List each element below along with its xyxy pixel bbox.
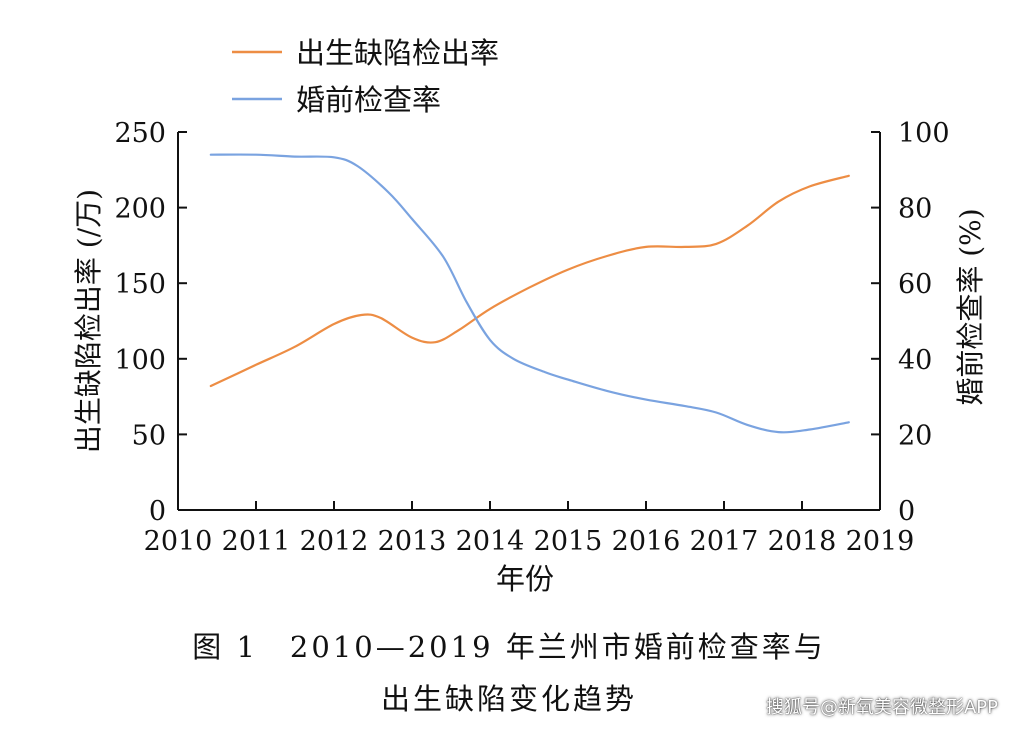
series-line-1 — [209, 174, 850, 388]
right-y-tick-label: 100 — [898, 118, 950, 149]
right-y-tick-label: 60 — [898, 269, 932, 300]
figure-caption-line-2: 出生缺陷变化趋势 — [380, 682, 637, 716]
right-y-axis-title: 婚前检查率 (%) — [954, 208, 987, 405]
series-layer — [209, 153, 850, 434]
left-y-tick-label: 0 — [149, 496, 166, 527]
legend-label-1: 出生缺陷检出率 — [296, 36, 499, 70]
right-y-tick-label: 20 — [898, 420, 932, 451]
right-y-tick-label: 0 — [898, 496, 915, 527]
right-y-tick-label: 40 — [898, 345, 932, 376]
x-tick-label: 2015 — [534, 526, 603, 557]
left-y-tick-label: 250 — [114, 118, 166, 149]
x-tick-label: 2012 — [300, 526, 369, 557]
axes-layer: 2010 2011 2012 2013 2014 2015 2016 2017 2018 2019… — [72, 118, 987, 596]
right-y-tick-label: 80 — [898, 194, 932, 225]
x-tick-label: 2013 — [378, 526, 447, 557]
watermark: 搜狐号@新氧美容微整形APP — [765, 697, 998, 718]
x-tick-label: 2014 — [456, 526, 525, 557]
series-line-2 — [209, 153, 850, 434]
x-tick-label: 2017 — [690, 526, 759, 557]
legend-label-2: 婚前检查率 — [296, 83, 441, 117]
left-y-tick-label: 100 — [114, 345, 166, 376]
x-tick-label: 2018 — [768, 526, 837, 557]
x-tick-label: 2019 — [846, 526, 915, 557]
x-tick-label: 2010 — [144, 526, 213, 557]
x-axis-title: 年份 — [496, 562, 554, 596]
left-y-axis-title: 出生缺陷检出率 (/万) — [72, 189, 105, 453]
left-y-tick-label: 200 — [114, 194, 166, 225]
x-tick-label: 2011 — [222, 526, 291, 557]
x-tick-label: 2016 — [612, 526, 681, 557]
left-y-tick-label: 50 — [132, 420, 166, 451]
figure-caption-line-1: 图 1 2010—2019 年兰州市婚前检查率与 — [192, 630, 826, 664]
left-y-tick-label: 150 — [114, 269, 166, 300]
